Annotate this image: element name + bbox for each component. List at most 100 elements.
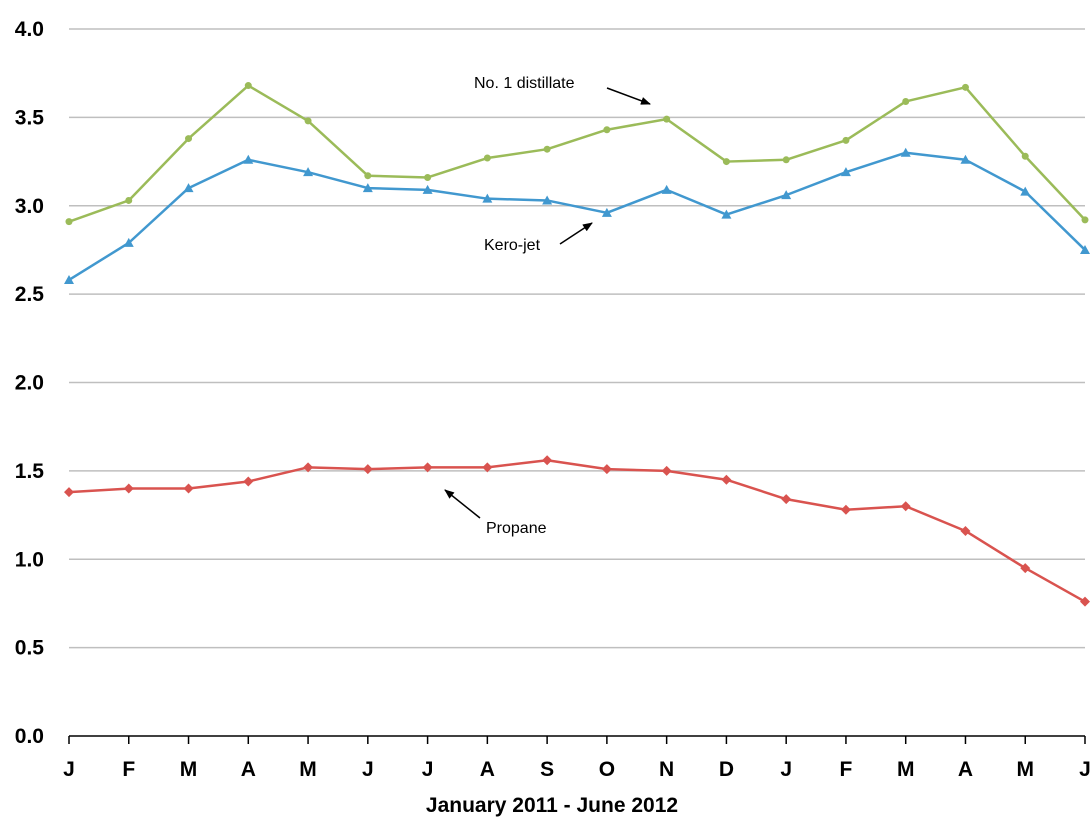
- data-point-propane: [1080, 596, 1090, 607]
- data-point-propane: [303, 462, 314, 473]
- annotation-arrow-propane: [444, 489, 481, 519]
- x-tick-label: M: [180, 758, 198, 781]
- x-tick-label: J: [362, 758, 374, 781]
- x-tick-label: D: [719, 758, 734, 781]
- y-tick-label: 2.0: [15, 372, 44, 395]
- x-tick-label: A: [480, 758, 495, 781]
- data-point-kero-jet: [243, 154, 254, 164]
- y-tick-label: 0.0: [15, 725, 44, 748]
- data-point-kero-jet: [542, 195, 553, 205]
- y-tick-label: 4.0: [15, 18, 44, 41]
- annotation-propane: Propane: [486, 520, 547, 537]
- x-tick-label: J: [780, 758, 792, 781]
- x-tick-label: A: [958, 758, 973, 781]
- x-tick-label: A: [241, 758, 256, 781]
- annotation-arrow-no1-distillate: [606, 87, 651, 105]
- y-tick-label: 2.5: [15, 283, 45, 306]
- data-point-no-1-distillate: [603, 126, 611, 134]
- y-axis-ticks: 0.0 0.5 1.0 1.5 2.0 2.5 3.0 3.5 4.0: [15, 18, 45, 748]
- y-tick-label: 1.5: [15, 460, 45, 483]
- data-point-kero-jet: [601, 207, 612, 217]
- data-point-no-1-distillate: [722, 158, 730, 166]
- data-point-propane: [482, 462, 493, 473]
- data-point-no-1-distillate: [663, 115, 671, 123]
- x-tick-label: J: [63, 758, 75, 781]
- series-lines: [64, 82, 1090, 607]
- series-line-propane: [68, 459, 1086, 603]
- data-point-no-1-distillate: [842, 136, 850, 144]
- data-point-no-1-distillate: [543, 145, 551, 153]
- data-point-propane: [900, 501, 911, 512]
- data-point-kero-jet: [721, 209, 732, 219]
- data-point-propane: [123, 483, 134, 494]
- annotation-no1-distillate: No. 1 distillate: [474, 75, 575, 92]
- data-point-kero-jet: [64, 274, 74, 284]
- data-point-no-1-distillate: [961, 83, 969, 91]
- x-tick-label: J: [422, 758, 434, 781]
- data-point-no-1-distillate: [65, 218, 73, 226]
- x-tick-label: M: [299, 758, 317, 781]
- data-point-no-1-distillate: [244, 82, 252, 90]
- data-point-kero-jet: [123, 237, 134, 247]
- data-point-kero-jet: [1080, 244, 1090, 254]
- data-point-propane: [243, 476, 254, 487]
- data-point-no-1-distillate: [782, 156, 790, 164]
- data-point-kero-jet: [362, 183, 373, 193]
- data-point-kero-jet: [422, 184, 433, 194]
- data-point-propane: [840, 504, 851, 515]
- data-point-propane: [362, 464, 373, 475]
- y-tick-label: 3.5: [15, 106, 45, 129]
- gridlines: [69, 28, 1085, 649]
- x-tick-label: N: [659, 758, 674, 781]
- data-point-propane: [601, 464, 612, 475]
- data-point-no-1-distillate: [424, 173, 432, 181]
- data-point-kero-jet: [900, 147, 911, 157]
- x-tick-label: S: [540, 758, 554, 781]
- data-point-kero-jet: [960, 154, 971, 164]
- y-tick-label: 3.0: [15, 195, 44, 218]
- x-tick-label: F: [840, 758, 853, 781]
- data-point-kero-jet: [183, 183, 194, 193]
- data-point-propane: [1020, 563, 1031, 574]
- x-tick-label: J: [1079, 758, 1091, 781]
- data-point-propane: [183, 483, 194, 494]
- data-point-no-1-distillate: [125, 196, 133, 204]
- data-point-propane: [960, 525, 971, 536]
- series-propane: [64, 455, 1090, 607]
- series-no-1-distillate: [65, 82, 1089, 226]
- data-point-propane: [661, 465, 672, 476]
- data-point-no-1-distillate: [1021, 152, 1029, 160]
- x-tick-label: O: [599, 758, 615, 781]
- data-point-propane: [781, 494, 792, 505]
- data-point-kero-jet: [781, 190, 792, 200]
- x-tick-label: F: [122, 758, 135, 781]
- data-point-kero-jet: [1020, 186, 1031, 196]
- data-point-propane: [542, 455, 553, 466]
- data-point-no-1-distillate: [304, 117, 312, 125]
- data-point-no-1-distillate: [185, 135, 193, 143]
- series-kero-jet: [64, 147, 1090, 284]
- data-point-kero-jet: [840, 167, 851, 177]
- data-point-no-1-distillate: [483, 154, 491, 162]
- annotations: No. 1 distillate Kero-jet Propane: [444, 75, 651, 537]
- annotation-arrow-kero-jet: [559, 222, 593, 245]
- y-tick-label: 0.5: [15, 637, 45, 660]
- annotation-kero-jet: Kero-jet: [484, 237, 541, 254]
- x-tick-label: M: [1016, 758, 1034, 781]
- data-point-no-1-distillate: [364, 172, 372, 180]
- series-line-kero-jet: [68, 151, 1086, 282]
- series-line-no-1-distillate: [68, 84, 1086, 223]
- x-axis-label: January 2011 - June 2012: [426, 794, 678, 817]
- data-point-no-1-distillate: [1081, 216, 1089, 224]
- data-point-kero-jet: [661, 184, 672, 194]
- data-point-kero-jet: [482, 193, 493, 203]
- x-tick-label: M: [897, 758, 915, 781]
- data-point-kero-jet: [303, 167, 314, 177]
- y-tick-label: 1.0: [15, 548, 44, 571]
- data-point-no-1-distillate: [902, 97, 910, 105]
- data-point-propane: [721, 474, 732, 485]
- data-point-propane: [64, 487, 74, 498]
- data-point-propane: [422, 462, 433, 473]
